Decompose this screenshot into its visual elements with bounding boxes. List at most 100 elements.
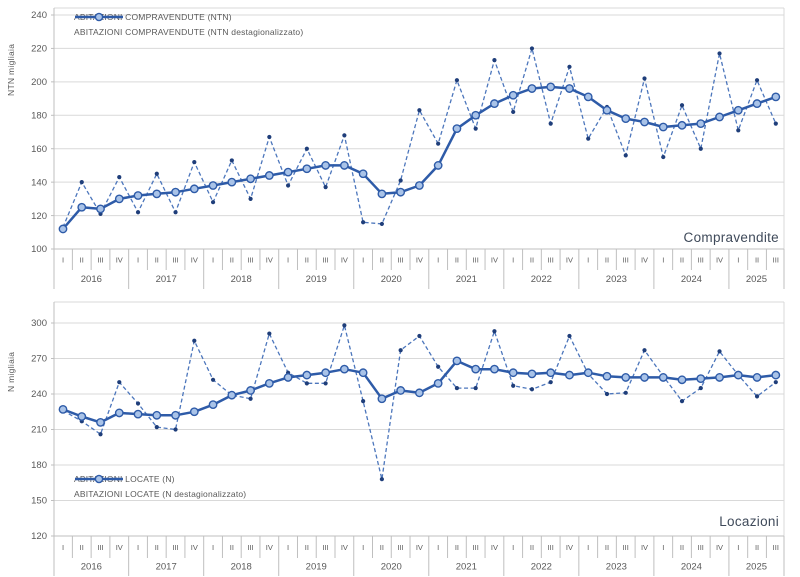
data-point-seasonal [227,177,237,187]
data-point-raw [210,200,216,205]
data-point-seasonal [752,99,762,108]
data-point-raw [567,333,572,339]
quarter-label: IV [491,543,498,552]
quarter-label: II [380,255,384,264]
y-tick-label: 240 [31,10,47,21]
data-point-seasonal [771,370,781,380]
quarter-label: IV [416,255,423,264]
quarter-label: II [530,543,534,552]
quarter-label: II [530,255,534,264]
quarter-label: II [305,543,309,552]
data-point-seasonal [415,388,424,398]
quarter-label: IV [341,543,348,552]
data-point-raw [192,159,197,165]
quarter-label: I [587,255,589,264]
year-label: 2024 [681,562,702,573]
data-point-seasonal [264,378,274,388]
data-point-raw [304,146,309,151]
quarter-label: II [155,255,159,264]
data-point-raw [342,133,347,138]
data-point-seasonal [302,164,312,174]
data-point-raw [679,399,685,404]
quarter-label: III [473,255,479,264]
data-point-seasonal [396,386,406,395]
data-point-raw [773,380,778,385]
y-tick-label: 240 [31,389,47,400]
y-tick-label: 180 [31,460,47,471]
quarter-label: II [230,543,234,552]
quarter-label: IV [191,543,198,552]
data-point-seasonal [415,181,424,190]
y-tick-label: 150 [31,496,47,507]
data-point-raw [98,432,103,437]
quarter-label: I [587,543,589,552]
data-point-raw [511,383,516,388]
data-point-seasonal [640,117,649,127]
data-point-raw [529,46,535,51]
data-point-seasonal [114,408,124,418]
quarter-label: II [605,543,609,552]
data-point-raw [229,158,234,163]
data-point-raw [604,391,610,397]
data-point-seasonal [433,161,443,170]
y-tick-label: 120 [31,531,47,542]
y-tick-label: 160 [31,144,47,155]
year-label: 2019 [306,274,327,285]
quarter-label: II [80,543,84,552]
data-point-raw [436,364,441,369]
data-point-seasonal [114,194,124,204]
data-point-raw [773,121,778,126]
quarter-label: II [755,255,759,264]
quarter-label: II [605,255,609,264]
y-tick-label: 140 [31,177,47,188]
data-point-seasonal [171,187,180,197]
data-point-raw [361,220,366,225]
data-point-raw [417,108,422,113]
quarter-label: III [322,255,328,264]
quarter-label: III [97,255,103,264]
year-label: 2018 [231,562,252,573]
y-tick-label: 100 [31,244,47,255]
quarter-label: IV [566,255,573,264]
data-point-seasonal [621,373,631,382]
legend-label-locate-seasonal: ABITAZIONI LOCATE (N destagionalizzato) [74,489,247,499]
quarter-label: II [680,543,684,552]
legend-compravendite: ABITAZIONI COMPRAVENDUTE (NTN) ABITAZION… [74,12,303,37]
quarter-label: IV [266,543,273,552]
legend-label-ntn-seasonal: ABITAZIONI COMPRAVENDUTE (NTN destagiona… [74,27,304,37]
year-label: 2025 [746,274,767,285]
data-point-raw [436,141,441,146]
data-point-seasonal [452,124,462,134]
data-point-seasonal [658,373,668,382]
quarter-label: III [698,255,704,264]
series-line-raw [62,45,777,228]
quarter-label: III [698,543,704,552]
data-point-raw [379,221,384,227]
data-point-seasonal [583,368,593,378]
data-point-seasonal [133,191,143,200]
data-point-seasonal [527,369,537,379]
quarter-label: I [437,255,439,264]
data-point-seasonal [433,378,443,388]
quarter-label: I [737,543,739,552]
data-point-raw [267,134,272,140]
y-tick-label: 120 [31,211,47,222]
data-point-seasonal [715,112,724,122]
data-point-seasonal [246,386,255,395]
data-point-raw [679,103,685,108]
data-point-raw [267,331,272,336]
year-label: 2018 [231,274,252,285]
quarter-label: III [473,543,479,552]
data-point-seasonal [602,371,612,381]
data-point-raw [492,58,497,63]
quarter-label: I [662,543,664,552]
quarter-label: I [212,255,214,264]
legend-item-ntn-seasonal: ABITAZIONI COMPRAVENDUTE (NTN destagiona… [74,12,304,37]
data-point-raw [642,76,647,81]
data-point-seasonal [396,187,406,197]
data-point-seasonal [733,370,743,380]
data-point-seasonal [527,84,537,93]
quarter-label: IV [266,255,273,264]
data-point-raw [717,51,722,56]
